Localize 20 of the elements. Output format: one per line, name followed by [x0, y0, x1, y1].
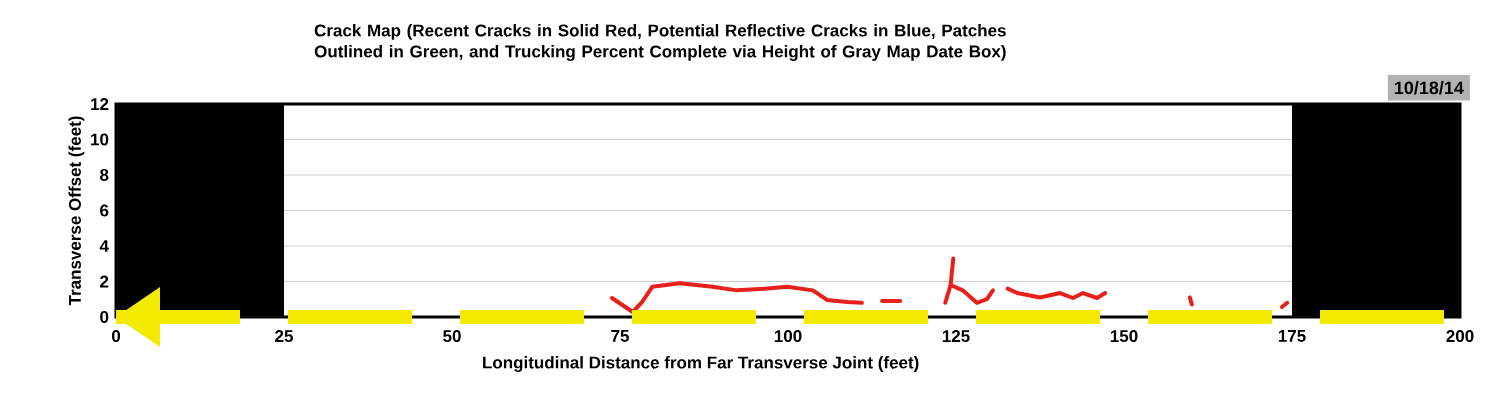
y-tick-label: 8 [100, 168, 109, 181]
y-tick-label: 10 [91, 133, 109, 146]
y-axis-title: Transverse Offset (feet) [68, 116, 85, 306]
x-tick-label: 75 [611, 330, 629, 342]
x-tick-label: 175 [1278, 330, 1306, 342]
chart-title: Crack Map (Recent Cracks in Solid Red, Potential Reflective Cracks in Blue, Patches Outlined in Green, and Trucking Percent Complete via Height of Gray Map Date Box) [314, 24, 1006, 61]
y-tick-label: 4 [99, 240, 109, 252]
x-tick-label: 50 [443, 330, 461, 343]
y-tick-label: 12 [91, 98, 109, 110]
x-tick-label: 25 [275, 330, 293, 343]
x-tick-label: 0 [111, 330, 121, 343]
y-tick-label: 0 [100, 310, 109, 323]
x-axis-title: Longitudinal Distance from Far Transverse Joint (feet) [483, 356, 919, 372]
text: 10/18/14 [1394, 80, 1464, 95]
y-tick-label: 2 [100, 275, 109, 288]
x-tick-label: 100 [774, 330, 802, 343]
x-tick-label: 200 [1446, 330, 1474, 343]
x-tick-label: 150 [1110, 330, 1138, 343]
y-tick-label: 6 [100, 204, 109, 217]
x-tick-label: 125 [942, 330, 970, 343]
